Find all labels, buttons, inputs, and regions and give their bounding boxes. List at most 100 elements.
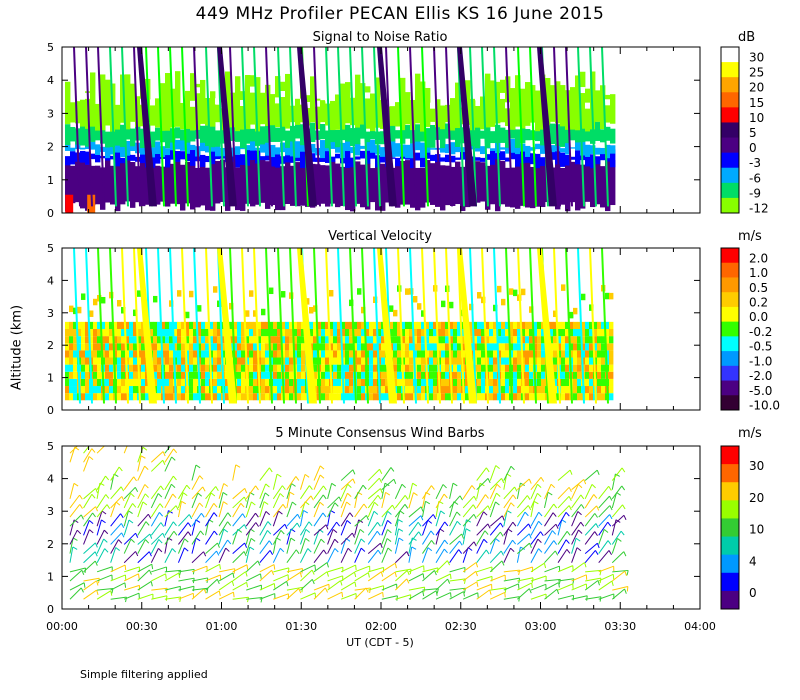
streak-line [325, 47, 333, 207]
vv-cell [181, 343, 186, 351]
vv-cell [609, 378, 614, 387]
vv-cell [101, 343, 106, 351]
vv-cell [173, 329, 178, 337]
vv-cell [461, 350, 466, 358]
snr-cell [310, 143, 316, 153]
wind-barb-flag [203, 551, 207, 557]
snr-cell [290, 165, 296, 206]
vv-cell [341, 329, 346, 337]
streak-line [349, 47, 357, 207]
snr-cell [345, 149, 351, 168]
wind-barb [232, 487, 246, 500]
wind-barb-flag [319, 465, 325, 470]
vv-upper-cell [249, 290, 254, 297]
vv-cell [189, 350, 194, 358]
wind-barb [164, 585, 181, 591]
snr-cell [390, 157, 396, 159]
wind-barb-flag [334, 538, 339, 544]
wind-barb [516, 511, 526, 527]
vv-cell [361, 357, 366, 365]
vv-cell [533, 336, 538, 344]
wind-barb [611, 551, 625, 564]
streak-line [325, 248, 333, 404]
wind-barb [69, 546, 74, 563]
snr-cell [175, 150, 181, 162]
vv-cell [197, 336, 202, 344]
vv-cell [513, 343, 518, 351]
wind-barb [327, 566, 344, 573]
wind-barb-flag [81, 570, 85, 575]
snr-cell [285, 130, 291, 148]
wind-barb-flag [73, 519, 79, 524]
vv-cell [525, 350, 530, 358]
vv-cell [401, 336, 406, 344]
vv-cell [241, 364, 246, 372]
vv-upper-cell [469, 303, 474, 311]
snr-cell [420, 167, 426, 208]
vv-cell [441, 378, 446, 387]
wind-barb [503, 528, 509, 545]
vv-cell [521, 350, 526, 358]
wind-barb [421, 520, 429, 536]
vv-cell [133, 350, 138, 358]
snr-cell [380, 163, 386, 211]
snr-cell [590, 145, 596, 154]
streak-line [109, 47, 117, 207]
vv-cell [145, 386, 150, 394]
vv-cell [465, 378, 470, 387]
vv-cell [385, 386, 390, 394]
wind-barb [571, 504, 582, 518]
wind-barb [83, 560, 96, 573]
snr-cell [225, 71, 231, 128]
snr-cell [180, 129, 186, 141]
vv-cell [81, 386, 86, 394]
snr-cell [325, 165, 331, 207]
snr-cell [585, 156, 591, 167]
vv-cell [237, 321, 242, 329]
wind-barb-flag [434, 570, 437, 576]
vv-cell [481, 357, 486, 365]
vv-cell [337, 386, 342, 394]
vv-cell [273, 350, 278, 358]
vv-upper-cell [589, 304, 594, 311]
vv-cell [193, 357, 198, 365]
wind-barb-flag [160, 522, 165, 527]
wind-barb-flag [510, 502, 515, 507]
wind-barb-flag [609, 495, 613, 501]
x-tick-label: 03:00 [525, 620, 557, 633]
vv-cell [529, 350, 534, 358]
snr-cell [175, 127, 181, 139]
wind-barb-flag [105, 494, 110, 499]
wind-barb-flag [265, 511, 270, 516]
snr-cell [235, 146, 241, 155]
wind-barb [110, 466, 120, 481]
wind-barb [123, 551, 136, 564]
snr-cell [80, 126, 86, 146]
vv-cell [193, 393, 198, 401]
vv-cell [69, 350, 74, 358]
snr-cell [95, 144, 101, 155]
vv-cell [237, 350, 242, 358]
vv-cell [217, 364, 222, 372]
snr-cell [330, 100, 336, 131]
vv-cell [313, 329, 318, 337]
wind-barb-flag [483, 511, 488, 516]
snr-cell [345, 159, 351, 211]
wind-barb [300, 569, 313, 582]
wind-barb [435, 521, 446, 536]
wind-barb-flag [463, 591, 465, 597]
vv-cell [221, 329, 226, 337]
wind-barb [571, 547, 578, 563]
vv-cell [193, 371, 198, 379]
wind-barb-flag [374, 501, 379, 506]
vv-cell [229, 336, 234, 344]
wind-barb-flag [130, 538, 135, 543]
wind-barb [245, 560, 259, 573]
wind-barb-flag [547, 491, 553, 496]
vv-cell [153, 329, 158, 337]
wind-barb-flag [76, 529, 82, 535]
wind-barb-flag [444, 539, 449, 545]
vv-cell [581, 321, 586, 329]
vv-cell [309, 336, 314, 344]
x-tick-label: 03:30 [604, 620, 636, 633]
